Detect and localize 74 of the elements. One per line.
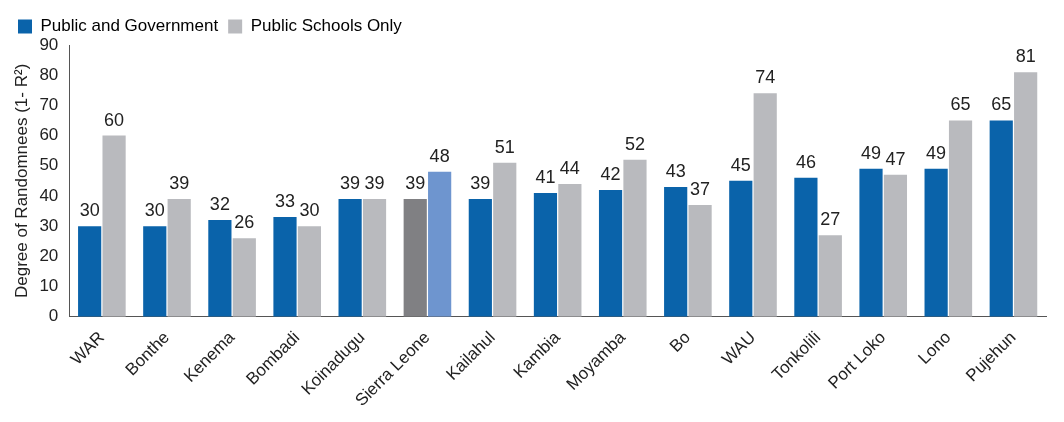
y-tick-label: 80 <box>39 64 59 84</box>
bar <box>167 198 191 317</box>
data-label: 65 <box>991 94 1012 115</box>
bar <box>989 120 1013 317</box>
data-label: 30 <box>144 200 165 221</box>
y-tick-label: 40 <box>39 185 59 205</box>
bar <box>468 198 492 317</box>
legend-label: Public and Government <box>40 16 219 36</box>
y-tick-label: 10 <box>39 276 59 296</box>
data-label: 81 <box>1015 46 1036 67</box>
bar <box>948 120 973 317</box>
bar <box>143 226 167 317</box>
data-label: 39 <box>405 172 426 193</box>
bar <box>924 168 948 317</box>
y-tick-label: 20 <box>39 246 59 266</box>
data-label: 60 <box>104 109 125 130</box>
bar <box>403 198 427 317</box>
data-label: 37 <box>690 179 711 199</box>
data-label: 41 <box>535 166 556 187</box>
data-label: 42 <box>600 163 621 184</box>
data-label: 32 <box>209 194 230 215</box>
y-axis-title: Degree of Randomnees (1- R²) <box>11 63 31 299</box>
data-label: 49 <box>860 142 882 163</box>
data-label: 30 <box>299 200 320 221</box>
data-label: 30 <box>79 200 100 221</box>
data-label: 33 <box>274 191 296 212</box>
data-label: 39 <box>470 172 491 193</box>
bar <box>688 205 712 317</box>
bar <box>102 135 126 317</box>
data-label: 46 <box>795 151 816 172</box>
bar <box>664 186 688 317</box>
data-label: 43 <box>665 160 686 181</box>
data-label: 51 <box>494 136 515 157</box>
bar <box>362 198 387 317</box>
legend-label: Public Schools Only <box>250 16 403 36</box>
bar <box>338 198 362 317</box>
bar <box>1014 72 1038 317</box>
bar <box>729 180 753 317</box>
bar <box>859 168 883 317</box>
data-label: 65 <box>950 94 971 115</box>
data-label: 45 <box>730 154 751 175</box>
bar <box>794 177 818 317</box>
data-label: 49 <box>926 142 947 163</box>
y-tick-label: 60 <box>39 125 59 145</box>
bar <box>753 93 777 317</box>
data-label: 39 <box>364 172 385 193</box>
data-label: 48 <box>429 145 450 166</box>
x-tick-label: Bo <box>665 327 695 356</box>
bar <box>428 171 452 317</box>
y-tick-label: 30 <box>39 215 59 235</box>
bar <box>558 183 582 317</box>
bar <box>208 220 232 317</box>
data-label: 39 <box>169 172 190 193</box>
bar <box>297 226 322 317</box>
bar <box>493 162 517 317</box>
bar <box>232 238 256 317</box>
bar <box>883 174 908 317</box>
y-tick-label: 0 <box>48 306 59 326</box>
y-tick-label: 70 <box>39 95 59 115</box>
y-tick-label: 50 <box>39 155 59 175</box>
data-label: 27 <box>820 209 841 230</box>
data-label: 44 <box>559 157 580 178</box>
bar <box>273 217 297 317</box>
data-label: 39 <box>340 172 361 193</box>
bar <box>818 235 842 317</box>
data-label: 26 <box>234 212 255 233</box>
y-tick-label: 90 <box>39 34 59 54</box>
bar <box>533 192 558 317</box>
data-label: 74 <box>755 67 776 88</box>
data-label: 47 <box>885 148 906 169</box>
bar <box>78 226 102 317</box>
bar <box>598 189 623 317</box>
bar <box>623 159 647 317</box>
data-label: 52 <box>624 133 645 154</box>
